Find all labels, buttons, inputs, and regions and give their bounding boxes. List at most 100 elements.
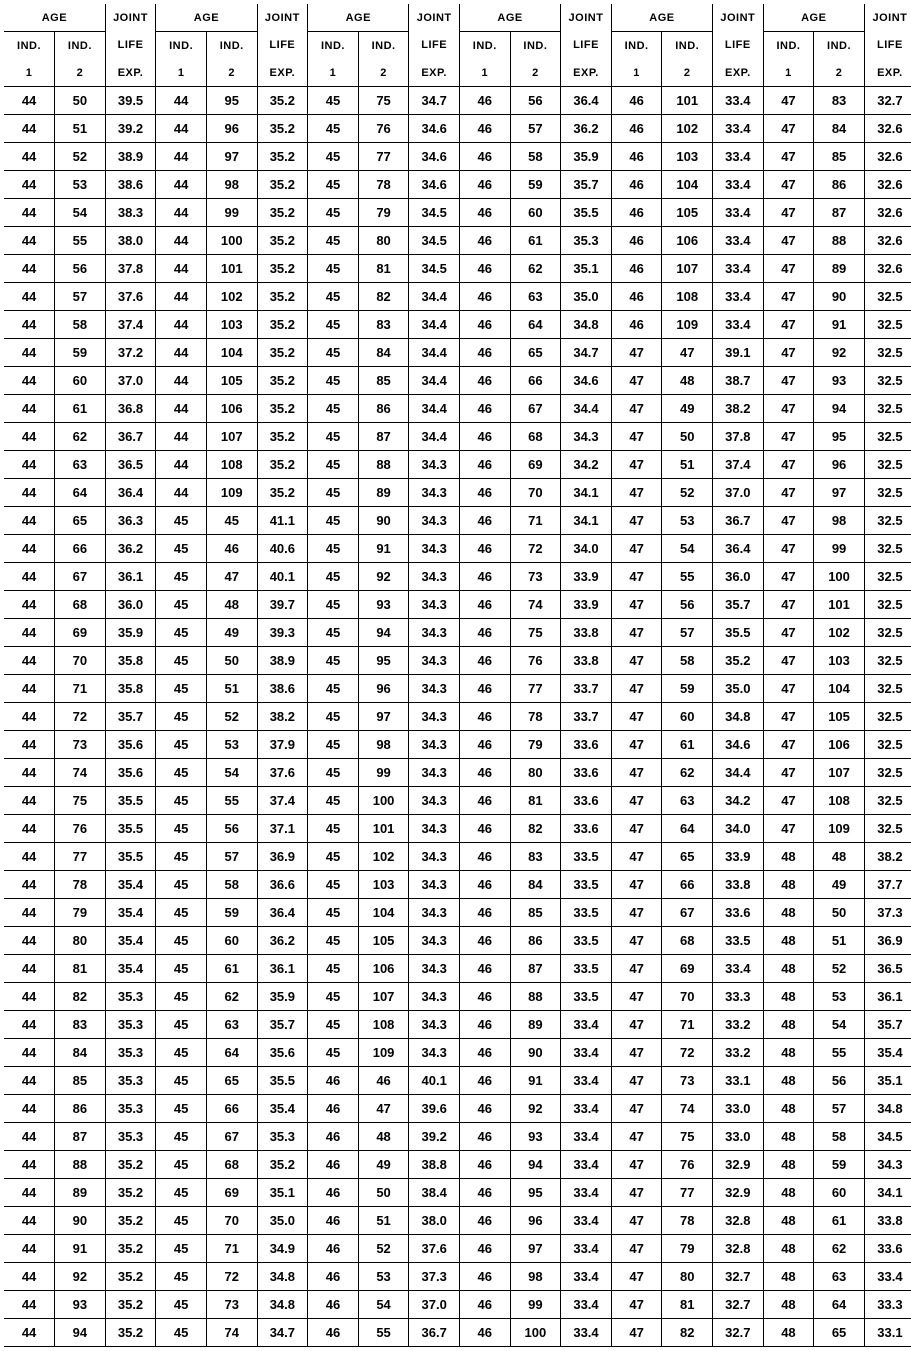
table-cell: 39.7 <box>257 591 308 619</box>
table-cell: 34.7 <box>257 1319 308 1347</box>
table-cell: 46 <box>459 787 510 815</box>
table-cell: 58 <box>814 1123 865 1151</box>
table-cell: 33.4 <box>864 1263 911 1291</box>
table-cell: 66 <box>55 535 106 563</box>
header-ind1: 1 <box>763 59 814 87</box>
table-cell: 89 <box>55 1179 106 1207</box>
table-cell: 36.3 <box>105 507 156 535</box>
table-cell: 62 <box>55 423 106 451</box>
table-cell: 95 <box>814 423 865 451</box>
table-cell: 37.2 <box>105 339 156 367</box>
table-cell: 34.3 <box>409 703 460 731</box>
table-cell: 45 <box>156 1011 207 1039</box>
table-cell: 34.7 <box>561 339 612 367</box>
table-cell: 33.2 <box>713 1011 764 1039</box>
table-cell: 103 <box>662 143 713 171</box>
table-cell: 32.7 <box>713 1319 764 1347</box>
table-cell: 41.1 <box>257 507 308 535</box>
table-cell: 61 <box>510 227 561 255</box>
table-cell: 92 <box>55 1263 106 1291</box>
table-cell: 34.3 <box>409 983 460 1011</box>
table-cell: 44 <box>4 199 55 227</box>
table-cell: 36.7 <box>713 507 764 535</box>
table-cell: 79 <box>510 731 561 759</box>
table-cell: 33.0 <box>713 1123 764 1151</box>
table-cell: 37.4 <box>713 451 764 479</box>
table-cell: 73 <box>55 731 106 759</box>
table-cell: 35.2 <box>257 227 308 255</box>
table-cell: 33.8 <box>561 619 612 647</box>
table-row: 446736.1454740.1459234.3467333.9475536.0… <box>4 563 911 591</box>
table-cell: 45 <box>308 675 359 703</box>
table-cell: 47 <box>611 1319 662 1347</box>
table-cell: 45 <box>156 1151 207 1179</box>
table-cell: 32.5 <box>864 479 911 507</box>
table-row: 445737.64410235.2458234.4466335.04610833… <box>4 283 911 311</box>
table-cell: 36.7 <box>105 423 156 451</box>
header-age: AGE <box>156 4 257 32</box>
table-cell: 32.8 <box>713 1235 764 1263</box>
table-cell: 46 <box>459 227 510 255</box>
table-cell: 47 <box>611 1095 662 1123</box>
table-cell: 99 <box>510 1291 561 1319</box>
table-cell: 39.6 <box>409 1095 460 1123</box>
table-cell: 45 <box>308 871 359 899</box>
table-cell: 102 <box>358 843 409 871</box>
table-cell: 70 <box>206 1207 257 1235</box>
table-cell: 45 <box>308 619 359 647</box>
table-cell: 46 <box>459 1319 510 1347</box>
table-cell: 44 <box>4 759 55 787</box>
table-cell: 67 <box>55 563 106 591</box>
table-cell: 35.3 <box>105 983 156 1011</box>
table-cell: 46 <box>358 1067 409 1095</box>
table-cell: 88 <box>55 1151 106 1179</box>
table-cell: 45 <box>156 1319 207 1347</box>
table-cell: 63 <box>55 451 106 479</box>
table-cell: 45 <box>308 787 359 815</box>
table-cell: 33.4 <box>713 199 764 227</box>
table-cell: 53 <box>55 171 106 199</box>
table-cell: 46 <box>459 339 510 367</box>
table-cell: 47 <box>611 1151 662 1179</box>
table-cell: 65 <box>814 1319 865 1347</box>
table-cell: 33.4 <box>713 227 764 255</box>
table-cell: 34.1 <box>561 507 612 535</box>
table-cell: 46 <box>459 1179 510 1207</box>
table-cell: 91 <box>510 1067 561 1095</box>
table-cell: 66 <box>206 1095 257 1123</box>
table-cell: 32.5 <box>864 675 911 703</box>
table-cell: 47 <box>763 199 814 227</box>
table-cell: 102 <box>206 283 257 311</box>
table-cell: 88 <box>358 451 409 479</box>
table-cell: 44 <box>156 115 207 143</box>
table-row: 446336.54410835.2458834.3466934.2475137.… <box>4 451 911 479</box>
table-cell: 47 <box>611 479 662 507</box>
header-exp: EXP. <box>561 59 612 87</box>
table-cell: 46 <box>459 871 510 899</box>
table-cell: 46 <box>459 591 510 619</box>
table-cell: 55 <box>662 563 713 591</box>
table-cell: 64 <box>206 1039 257 1067</box>
table-cell: 46 <box>308 1067 359 1095</box>
table-cell: 47 <box>611 1039 662 1067</box>
table-cell: 83 <box>55 1011 106 1039</box>
table-cell: 46 <box>459 479 510 507</box>
table-cell: 33.5 <box>713 927 764 955</box>
table-row: 448035.4456036.24510534.3468633.5476833.… <box>4 927 911 955</box>
table-cell: 100 <box>510 1319 561 1347</box>
table-cell: 35.2 <box>257 171 308 199</box>
table-cell: 61 <box>662 731 713 759</box>
header-age: AGE <box>763 4 864 32</box>
table-cell: 33.5 <box>561 955 612 983</box>
table-cell: 35.5 <box>257 1067 308 1095</box>
table-cell: 46 <box>459 1207 510 1235</box>
header-joint-top: JOINT <box>257 4 308 32</box>
table-cell: 35.9 <box>561 143 612 171</box>
table-cell: 63 <box>510 283 561 311</box>
table-cell: 34.0 <box>561 535 612 563</box>
header-life: LIFE <box>409 32 460 60</box>
table-cell: 34.4 <box>409 423 460 451</box>
table-cell: 68 <box>510 423 561 451</box>
table-cell: 46 <box>459 395 510 423</box>
table-cell: 35.5 <box>713 619 764 647</box>
